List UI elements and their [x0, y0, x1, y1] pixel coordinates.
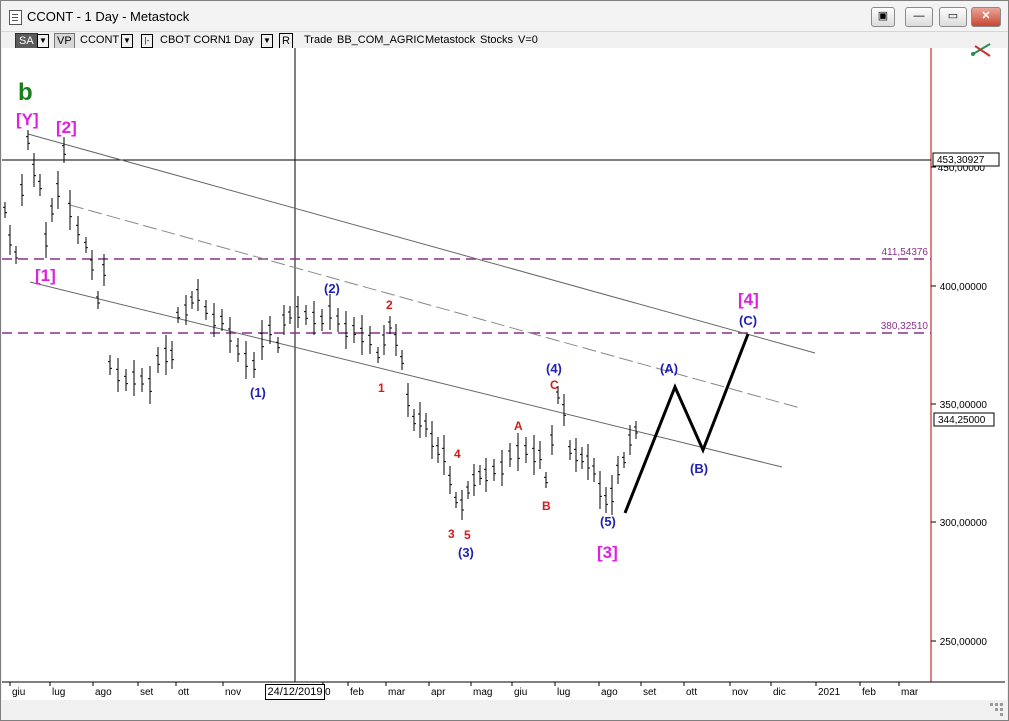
wave-label-B-minor: B: [542, 499, 551, 513]
title-bar: CCONT - 1 Day - Metastock ▣ — ▭ ✕: [1, 1, 1008, 32]
sa-button[interactable]: SA: [15, 33, 38, 49]
month-label: mar: [388, 687, 406, 698]
source-label: Metastock: [425, 34, 476, 46]
wave-label-5-intermediate: (5): [600, 514, 616, 529]
month-label: ott: [686, 687, 697, 698]
minimize-button[interactable]: —: [905, 7, 933, 27]
plot-area[interactable]: [2, 48, 931, 682]
wave-label-A-minor: A: [514, 419, 523, 433]
price-label: 350,00000: [940, 400, 988, 411]
price-label: 250,00000: [940, 637, 988, 648]
category-label: Stocks: [480, 34, 514, 46]
wave-label-1-primary: [1]: [35, 266, 56, 285]
month-label: mag: [473, 687, 492, 698]
price-label: 400,00000: [940, 282, 988, 293]
wave-label-1-intermediate: (1): [250, 385, 266, 400]
last-price-box: [933, 412, 995, 427]
month-label: nov: [732, 687, 748, 698]
periodicity-text: 1 Day: [225, 34, 254, 46]
hline-price-label: 453,30927: [937, 155, 985, 166]
wave-label-4-intermediate: (4): [546, 361, 562, 376]
price-label: 450,00000: [938, 163, 986, 174]
restore-button[interactable]: ▭: [939, 7, 967, 27]
month-label: dic: [773, 687, 786, 698]
price-bars: [3, 130, 638, 520]
month-label: 2021: [818, 687, 841, 698]
bar-type-icon[interactable]: |-: [141, 34, 153, 48]
wave-label-3-minor: 3: [448, 527, 455, 541]
security-name: CBOT CORN: [160, 34, 226, 46]
symbol-text: CCONT: [80, 34, 120, 46]
fib-label-411: 411,54376: [881, 247, 928, 258]
chart-toolbar: SA ▼ VP CCONT ▼ |- CBOT CORN 1 Day ▼ R T…: [1, 31, 1008, 49]
month-label: lug: [52, 687, 65, 698]
month-label: ago: [601, 687, 618, 698]
window-title: CCONT - 1 Day - Metastock: [27, 9, 190, 24]
wave-label-4-primary: [4]: [738, 290, 759, 309]
volume-label: V=0: [518, 34, 538, 46]
channel-mid-line[interactable]: [69, 204, 801, 409]
trade-label: Trade: [304, 34, 333, 46]
month-label: apr: [431, 687, 446, 698]
chart-window-icon: [9, 10, 22, 25]
hline-price-box: [932, 152, 1000, 167]
resize-grip-icon[interactable]: [990, 703, 1003, 716]
wave-label-A-intermediate: (A): [660, 361, 678, 376]
wave-label-C-minor: C: [550, 378, 559, 392]
month-label: nov: [225, 687, 241, 698]
month-label: ago: [95, 687, 112, 698]
month-label: set: [140, 687, 154, 698]
wave-label-1-minor: 1: [378, 381, 385, 395]
wave-label-3-primary: [3]: [597, 543, 618, 562]
month-label: set: [643, 687, 657, 698]
window-options-button[interactable]: ▣: [871, 7, 895, 27]
cursor-date-box: 24/12/2019: [265, 684, 325, 700]
month-label: ott: [178, 687, 189, 698]
month-label: lug: [557, 687, 570, 698]
code-label: BB_COM_AGRIC: [337, 34, 425, 46]
symbol-dropdown-icon[interactable]: ▼: [121, 34, 133, 48]
wave-label-b: b: [18, 79, 33, 106]
last-price-label: 344,25000: [938, 415, 986, 426]
date-axis: [2, 682, 1007, 700]
wave-label-4-minor: 4: [454, 447, 461, 461]
close-button[interactable]: ✕: [971, 7, 1001, 27]
price-axis-area: [931, 48, 1007, 682]
wave-label-C-intermediate: (C): [739, 313, 757, 328]
wave-label-B-intermediate: (B): [690, 461, 708, 476]
wave-label-2-minor: 2: [386, 298, 393, 312]
wave-label-2-primary: [2]: [56, 118, 77, 137]
wave-label-Y: [Y]: [16, 110, 39, 129]
month-label: mar: [901, 687, 919, 698]
wave-label-5-minor: 5: [464, 528, 471, 542]
wave-label-3-intermediate: (3): [458, 545, 474, 560]
sa-dropdown-icon[interactable]: ▼: [37, 34, 49, 48]
fib-label-380: 380,32510: [881, 321, 929, 332]
month-label: giu: [12, 687, 25, 698]
month-label: 0: [325, 687, 331, 698]
channel-upper-line[interactable]: [27, 133, 816, 354]
month-labels: giu lug ago set ott nov 0 feb mar apr mag giu lug ago…: [9, 682, 919, 698]
period-dropdown-icon[interactable]: ▼: [261, 34, 273, 48]
month-label: giu: [514, 687, 527, 698]
wave-label-2-intermediate: (2): [324, 281, 340, 296]
trend-tool-icon[interactable]: [971, 43, 991, 57]
month-label: feb: [350, 687, 364, 698]
price-ticks: [931, 166, 936, 642]
price-label: 300,00000: [940, 518, 988, 529]
projection-path: [623, 333, 750, 514]
month-label: feb: [862, 687, 876, 698]
